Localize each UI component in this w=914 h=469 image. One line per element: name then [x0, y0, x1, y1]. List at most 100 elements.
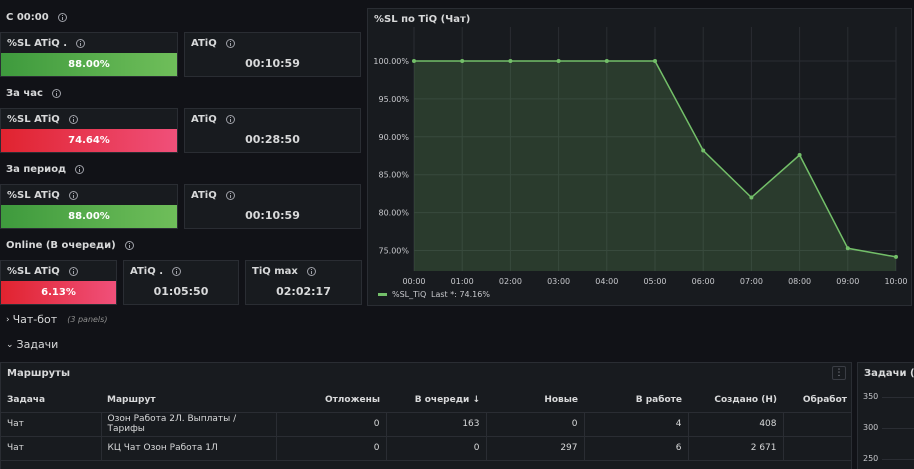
info-icon[interactable] — [51, 89, 61, 98]
data-point — [797, 153, 802, 158]
cell-new: 0 — [486, 412, 585, 437]
row-chatbot[interactable]: › Чат-бот (3 panels) — [6, 313, 108, 326]
section-per-hour: За час — [6, 88, 61, 99]
cell-route: КЦ Чат Озон Работа 1Л — [101, 436, 277, 461]
stat-value-bar: 88.00% — [1, 53, 177, 76]
cell-processed — [783, 412, 851, 437]
x-tick-label: 10:00 — [884, 277, 907, 286]
series-points — [412, 59, 898, 259]
chart-grid — [413, 27, 897, 271]
row-tasks[interactable]: ⌄ Задачи — [6, 338, 59, 351]
stat-panel-sl-hour: %SL ATiQ 74.64% — [0, 108, 178, 153]
cell-postponed: 0 — [276, 436, 387, 461]
x-tick-label: 03:00 — [547, 277, 570, 286]
y-axis: 100.00% 95.00% 90.00% 85.00% 80.00% 75.00% — [373, 57, 409, 256]
col-in-queue[interactable]: В очереди ↓ — [386, 388, 486, 413]
x-tick-label: 01:00 — [451, 277, 474, 286]
chevron-down-icon: ⌄ — [6, 339, 14, 350]
x-tick-label: 04:00 — [595, 277, 618, 286]
x-tick-label: 08:00 — [788, 277, 811, 286]
chart-panel: %SL по TiQ (Чат) 100.00% 95.00% 90.00% 85.0… — [367, 8, 912, 306]
info-icon[interactable] — [68, 115, 78, 124]
stat-value: 02:02:17 — [276, 285, 331, 298]
stat-value-bar: 88.00% — [1, 205, 177, 228]
routes-title: Маршруты — [7, 368, 70, 379]
cell-task: Чат — [1, 412, 102, 437]
col-in-work[interactable]: В работе — [584, 388, 688, 413]
info-icon[interactable] — [306, 267, 316, 276]
stat-panel-atiq-period: ATiQ 00:10:59 — [184, 184, 361, 229]
stat-value: 00:10:59 — [245, 57, 300, 70]
chevron-right-icon: › — [6, 314, 10, 325]
sort-desc-icon: ↓ — [472, 394, 480, 405]
x-tick-label: 06:00 — [692, 277, 715, 286]
stat-panel-sl-online: %SL ATiQ 6.13% — [0, 260, 117, 305]
data-point — [845, 246, 850, 251]
stat-panel-atiq-online: ATiQ . 01:05:50 — [123, 260, 239, 305]
y-tick-label: 75.00% — [378, 247, 409, 256]
x-tick-label: 05:00 — [643, 277, 666, 286]
stat-value-bar: 74.64% — [1, 129, 177, 152]
data-point — [508, 59, 513, 63]
x-tick-label: 07:00 — [740, 277, 763, 286]
col-created[interactable]: Создано (Н) — [688, 388, 783, 413]
info-icon[interactable] — [172, 267, 181, 276]
y-tick-label: 250 — [863, 454, 879, 463]
data-point — [894, 254, 898, 259]
y-tick-label: 95.00% — [378, 95, 409, 104]
info-icon[interactable] — [75, 165, 85, 174]
info-icon[interactable] — [76, 39, 86, 48]
panel-menu-icon[interactable]: ⋮ — [832, 366, 846, 380]
cell-new: 297 — [486, 436, 585, 461]
cell-route: Озон Работа 2Л. Выплаты / Тарифы — [101, 412, 277, 437]
grid-line — [882, 428, 914, 429]
routes-panel: Маршруты ⋮ Задача Маршрут Отложены В оче… — [0, 362, 852, 469]
info-icon[interactable] — [225, 115, 235, 124]
stat-panel-tiq-max: TiQ max 02:02:17 — [245, 260, 362, 305]
info-icon[interactable] — [225, 39, 235, 48]
cell-in-work: 6 — [584, 436, 689, 461]
info-icon[interactable] — [68, 191, 78, 200]
y-tick-label: 100.00% — [373, 57, 409, 66]
routes-table: Задача Маршрут Отложены В очереди ↓ Новы… — [1, 388, 851, 461]
x-tick-label: 02:00 — [499, 277, 522, 286]
x-tick-label: 09:00 — [836, 277, 859, 286]
grid-line — [882, 397, 914, 398]
cell-task: Чат — [1, 436, 102, 461]
cell-postponed: 0 — [276, 412, 387, 437]
stat-value: 00:28:50 — [245, 133, 300, 146]
stat-value-bar: 6.13% — [1, 281, 116, 304]
data-point — [556, 59, 561, 63]
stat-panel-atiq-today: ATiQ 00:10:59 — [184, 32, 361, 77]
col-postponed[interactable]: Отложены — [276, 388, 386, 413]
stat-value: 01:05:50 — [153, 285, 209, 298]
cell-in-work: 4 — [584, 412, 689, 437]
legend-last-value: Last *: 74.16% — [431, 290, 490, 299]
info-icon[interactable] — [225, 191, 235, 200]
info-icon[interactable] — [124, 241, 134, 250]
chart-title: %SL по TiQ (Чат) — [374, 14, 471, 25]
table-row: Чат КЦ Чат Озон Работа 1Л 0 0 297 6 2 67… — [1, 436, 851, 461]
x-tick-label: 00:00 — [402, 277, 425, 286]
col-new[interactable]: Новые — [486, 388, 584, 413]
sl-tiq-chart[interactable]: 100.00% 95.00% 90.00% 85.00% 80.00% 75.00% 00… — [368, 9, 911, 305]
info-icon[interactable] — [57, 13, 67, 22]
cell-in-queue: 163 — [386, 412, 487, 437]
col-processed[interactable]: Обработ — [783, 388, 851, 413]
data-point — [701, 148, 706, 153]
col-route[interactable]: Маршрут — [101, 388, 276, 413]
section-since-midnight: С 00:00 — [6, 12, 67, 23]
series-area — [414, 61, 896, 271]
x-axis: 00:00 01:00 02:00 03:00 04:00 05:00 06:00 07:00… — [402, 277, 907, 286]
tasks-chart-title: Задачи (Ча — [864, 368, 914, 379]
y-tick-label: 300 — [863, 423, 879, 432]
cell-created: 2 671 — [688, 436, 784, 461]
y-tick-label: 85.00% — [378, 171, 409, 180]
info-icon[interactable] — [68, 267, 78, 276]
stat-panel-atiq-hour: ATiQ 00:28:50 — [184, 108, 361, 153]
col-task[interactable]: Задача — [1, 388, 101, 413]
y-tick-label: 350 — [863, 392, 879, 401]
section-online: Online (В очереди) — [6, 240, 134, 251]
y-tick-label: 90.00% — [378, 133, 409, 142]
cell-processed — [783, 436, 851, 461]
